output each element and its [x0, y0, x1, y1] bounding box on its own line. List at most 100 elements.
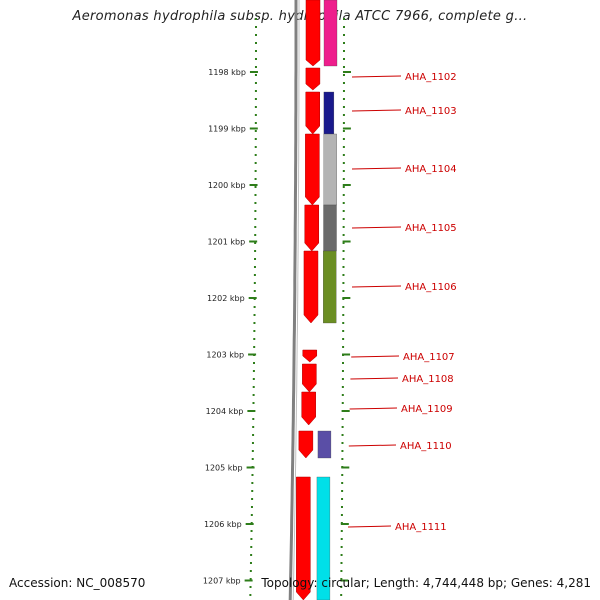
ruler-dot: [254, 98, 257, 100]
tick-mark: [340, 579, 349, 582]
backbone-ring: [288, 0, 300, 600]
ruler-dot: [254, 210, 257, 212]
ruler-dot: [341, 378, 344, 380]
cog-gene-block[interactable]: [323, 0, 338, 67]
forward-gene-block[interactable]: [302, 349, 318, 363]
tick-mark: [246, 466, 255, 469]
ruler-dot: [249, 594, 252, 596]
forward-gene-block[interactable]: [305, 91, 321, 135]
gene-leader-line: [351, 167, 402, 170]
ruler-dot: [342, 162, 345, 164]
ruler-dot: [342, 74, 345, 76]
forward-gene-block[interactable]: [302, 363, 317, 393]
ruler-dot: [253, 290, 256, 292]
ruler-dot: [254, 34, 257, 36]
ruler-dot: [252, 370, 255, 372]
forward-gene-block[interactable]: [298, 430, 314, 459]
cog-gene-block[interactable]: [323, 250, 337, 324]
ruler-dot: [249, 578, 252, 580]
ruler-dot: [251, 442, 254, 444]
ruler-dot: [342, 26, 345, 28]
ruler-dot: [340, 554, 343, 556]
ruler-dot: [342, 266, 345, 268]
ruler-dot: [252, 426, 255, 428]
ruler-dot: [341, 418, 344, 420]
gene-label[interactable]: AHA_1102: [405, 72, 457, 83]
forward-gene-block[interactable]: [303, 250, 319, 324]
ruler-dot: [342, 226, 345, 228]
ruler-dot: [341, 426, 344, 428]
forward-gene-block[interactable]: [305, 133, 320, 206]
cog-gene-block[interactable]: [323, 133, 337, 206]
kbp-label: 1205 kbp: [205, 464, 243, 473]
ruler-dot: [342, 194, 345, 196]
gene-label[interactable]: AHA_1104: [405, 164, 457, 175]
ruler-dot: [341, 498, 344, 500]
gene-label[interactable]: AHA_1107: [403, 352, 455, 363]
cog-gene-block[interactable]: [317, 430, 332, 459]
ruler-dot: [342, 138, 345, 140]
gene-leader-line: [351, 355, 400, 358]
tick-mark: [249, 127, 258, 130]
gene-leader-line: [347, 525, 392, 528]
ruler-dot: [341, 394, 344, 396]
genome-stats-text: Topology: circular; Length: 4,744,448 bp…: [261, 576, 591, 590]
ruler-dot: [252, 434, 255, 436]
ruler-dot: [342, 178, 345, 180]
kbp-label: 1202 kbp: [207, 294, 245, 303]
ruler-dot: [254, 226, 257, 228]
ruler-dot: [342, 130, 345, 132]
cog-gene-block[interactable]: [316, 476, 331, 600]
gene-label[interactable]: AHA_1106: [405, 282, 457, 293]
forward-gene-block[interactable]: [305, 0, 321, 67]
ruler-dot: [342, 274, 345, 276]
ruler-dot: [342, 58, 345, 60]
ruler-dot: [254, 218, 257, 220]
tick-labels: 1198 kbp 1199 kbp 1200 kbp 1201 kbp 1202 kbp…: [203, 68, 246, 586]
tick-mark: [342, 240, 351, 243]
ruler-dot: [254, 18, 257, 20]
ruler-dot: [342, 90, 345, 92]
ruler-dot: [342, 146, 345, 148]
forward-gene-block[interactable]: [301, 391, 316, 426]
gene-label[interactable]: AHA_1110: [400, 441, 452, 452]
ruler-dot: [342, 346, 345, 348]
gene-label[interactable]: AHA_1108: [402, 374, 454, 385]
gene-label[interactable]: AHA_1111: [395, 522, 447, 533]
ruler-dot: [254, 146, 257, 148]
gene-leader-line: [351, 285, 402, 288]
ruler-dot: [340, 538, 343, 540]
forward-gene-block[interactable]: [305, 67, 321, 91]
ruler-dots: [249, 18, 345, 596]
ruler-dot: [342, 114, 345, 116]
ruler-dot: [342, 306, 345, 308]
forward-gene-block[interactable]: [304, 204, 320, 252]
ruler-dot: [340, 546, 343, 548]
ruler-dot: [254, 74, 257, 76]
kbp-label: 1201 kbp: [207, 238, 245, 247]
forward-strand-track: [296, 0, 321, 600]
tick-mark: [245, 523, 254, 525]
tick-mark: [249, 184, 258, 186]
ruler-dot: [254, 26, 257, 28]
cog-gene-block[interactable]: [323, 204, 337, 252]
gene-label[interactable]: AHA_1109: [401, 404, 453, 415]
ruler-dot: [254, 106, 257, 108]
gene-labels[interactable]: AHA_1102 AHA_1103 AHA_1104 AHA_1105 AHA_1106…: [395, 72, 457, 533]
ruler-dot: [341, 482, 344, 484]
ruler-dot: [253, 346, 256, 348]
ruler-dot: [254, 170, 257, 172]
ruler-dot: [253, 266, 256, 268]
gene-label[interactable]: AHA_1105: [405, 223, 457, 234]
ruler-dot: [342, 202, 345, 204]
ruler-dot: [341, 402, 344, 404]
gene-label[interactable]: AHA_1103: [405, 106, 457, 117]
ruler-dot: [342, 258, 345, 260]
ruler-dot: [254, 258, 257, 260]
ruler-dot: [249, 562, 252, 564]
ruler-dot: [342, 218, 345, 220]
ruler-dot: [254, 194, 257, 196]
cog-gene-block[interactable]: [323, 91, 335, 135]
forward-gene-block[interactable]: [296, 476, 311, 600]
